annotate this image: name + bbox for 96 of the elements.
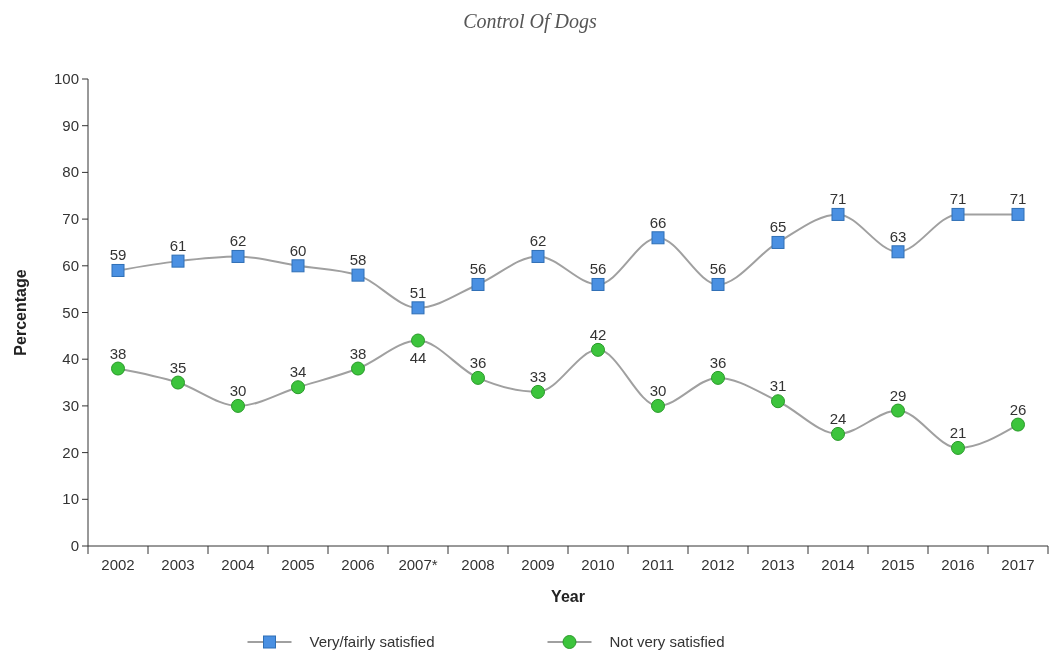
- data-label: 62: [529, 232, 547, 250]
- legend-label: Not very satisfied: [609, 633, 725, 650]
- chart-title: Control Of Dogs: [463, 10, 598, 33]
- x-tick-label: 2003: [161, 556, 195, 573]
- point: [591, 277, 605, 291]
- x-tick-label: 2006: [341, 556, 375, 573]
- data-label: 36: [469, 353, 487, 371]
- y-tick-label: 80: [62, 163, 79, 181]
- legend-label: Very/fairly satisfied: [309, 633, 435, 650]
- data-label: 71: [949, 190, 967, 208]
- x-tick-label: 2013: [761, 556, 795, 573]
- data-label: 29: [889, 386, 907, 404]
- point: [831, 426, 845, 441]
- data-label: 71: [1009, 190, 1027, 208]
- x-tick-label: 2012: [701, 556, 735, 573]
- data-label: 31: [769, 377, 787, 395]
- x-tick-label: 2009: [521, 556, 555, 573]
- data-label: 42: [589, 325, 607, 343]
- data-label: 38: [349, 344, 367, 362]
- y-tick-label: 70: [62, 210, 79, 228]
- data-label: 24: [829, 409, 847, 427]
- point: [591, 342, 605, 357]
- data-label: 63: [889, 227, 907, 245]
- point: [531, 384, 545, 399]
- point: [1011, 417, 1025, 432]
- point: [111, 361, 125, 376]
- point: [291, 380, 305, 395]
- y-tick-label: 50: [62, 303, 79, 321]
- x-tick-label: 2002: [101, 556, 135, 573]
- point: [711, 370, 725, 385]
- point: [171, 254, 185, 268]
- data-label: 56: [469, 260, 487, 278]
- y-tick-label: 60: [62, 256, 79, 274]
- data-label: 62: [229, 232, 247, 250]
- data-label: 61: [169, 237, 187, 255]
- y-tick-label: 90: [62, 116, 79, 134]
- x-tick-label: 2015: [881, 556, 915, 573]
- data-label: 59: [109, 246, 127, 264]
- data-label: 66: [649, 213, 667, 231]
- x-tick-label: 2004: [221, 556, 255, 573]
- data-label: 26: [1009, 400, 1027, 418]
- y-tick-label: 100: [53, 70, 79, 87]
- data-label: 60: [289, 241, 307, 259]
- point: [111, 263, 125, 277]
- point: [351, 268, 365, 282]
- data-label: 36: [709, 353, 727, 371]
- point: [411, 333, 425, 348]
- x-tick-label: 2017: [1001, 556, 1035, 573]
- y-tick-label: 10: [62, 490, 79, 508]
- x-axis-title: Year: [551, 588, 585, 605]
- x-tick-label: 2011: [641, 556, 675, 573]
- data-label: 65: [769, 218, 787, 236]
- data-label: 44: [409, 348, 427, 366]
- point: [231, 249, 245, 263]
- data-label: 58: [349, 251, 367, 269]
- point: [651, 231, 665, 245]
- point: [471, 277, 485, 291]
- data-label: 30: [649, 381, 667, 399]
- point: [771, 235, 785, 249]
- x-tick-label: 2007*: [398, 556, 438, 573]
- data-label: 71: [829, 190, 847, 208]
- data-label: 21: [949, 423, 967, 441]
- point: [891, 403, 905, 418]
- x-tick-label: 2005: [281, 556, 315, 573]
- point: [651, 398, 665, 413]
- point: [831, 207, 845, 221]
- y-tick-label: 40: [62, 350, 79, 368]
- data-label: 30: [229, 381, 247, 399]
- x-tick-label: 2008: [461, 556, 495, 573]
- x-tick-label: 2014: [821, 556, 855, 573]
- data-label: 35: [169, 358, 187, 376]
- y-tick-label: 20: [62, 443, 79, 461]
- point: [771, 394, 785, 409]
- x-tick-label: 2010: [581, 556, 615, 573]
- y-axis-title: Percentage: [12, 269, 29, 356]
- point: [1011, 207, 1025, 221]
- y-tick-label: 0: [70, 537, 79, 554]
- point: [291, 259, 305, 273]
- point: [951, 207, 965, 221]
- data-label: 51: [409, 283, 427, 301]
- point: [171, 375, 185, 390]
- point: [891, 245, 905, 259]
- data-label: 38: [109, 344, 127, 362]
- x-tick-label: 2016: [941, 556, 975, 573]
- point: [411, 301, 425, 315]
- point: [711, 277, 725, 291]
- point: [951, 440, 965, 455]
- y-tick-label: 30: [62, 396, 79, 414]
- data-label: 56: [709, 260, 727, 278]
- point: [231, 398, 245, 413]
- data-label: 33: [529, 367, 547, 385]
- data-label: 34: [289, 363, 307, 381]
- point: [351, 361, 365, 376]
- data-label: 56: [589, 260, 607, 278]
- point: [471, 370, 485, 385]
- point: [531, 249, 545, 263]
